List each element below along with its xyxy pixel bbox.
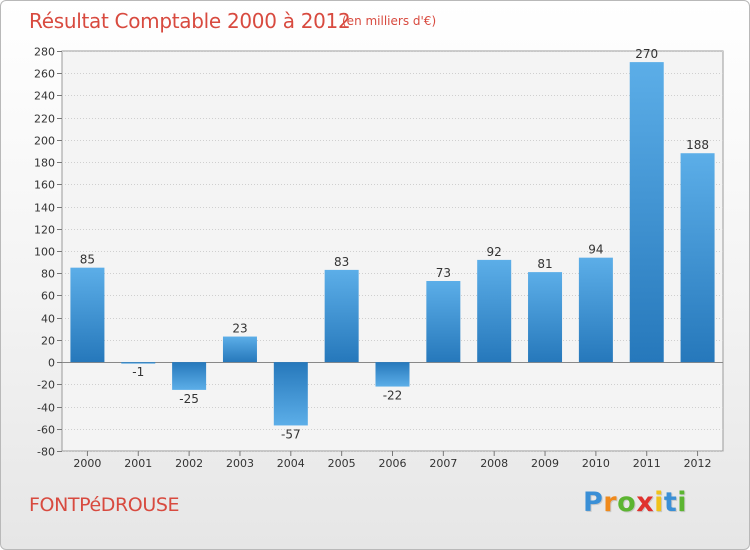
x-tick-label: 2007 — [429, 457, 457, 470]
x-tick-label: 2012 — [684, 457, 712, 470]
x-tick-label: 2009 — [531, 457, 559, 470]
y-tick-label: 260 — [34, 68, 55, 81]
y-tick-label: 180 — [34, 157, 55, 170]
data-label: 92 — [487, 245, 502, 259]
y-tick-label: 200 — [34, 135, 55, 148]
bar — [375, 362, 410, 387]
y-tick-label: 80 — [41, 268, 55, 281]
y-tick-label: -60 — [37, 424, 55, 437]
data-label: -57 — [281, 427, 301, 441]
x-tick-label: 2008 — [480, 457, 508, 470]
data-label: 73 — [436, 266, 451, 280]
data-label: -22 — [383, 389, 403, 403]
data-label: -25 — [179, 392, 199, 406]
bar — [578, 257, 613, 363]
data-label: 81 — [537, 257, 552, 271]
logo-letter: r — [603, 487, 618, 518]
y-tick-label: -80 — [37, 446, 55, 459]
data-label: 188 — [686, 138, 709, 152]
y-tick-label: 280 — [34, 46, 55, 59]
y-tick-label: 160 — [34, 179, 55, 192]
data-label: 94 — [588, 243, 603, 257]
bar — [324, 269, 359, 363]
x-tick-label: 2002 — [175, 457, 203, 470]
chart-subtitle: (en milliers d'€) — [342, 14, 437, 28]
y-tick-label: -40 — [37, 402, 55, 415]
y-tick-label: 60 — [41, 290, 55, 303]
y-tick-label: 40 — [41, 313, 55, 326]
y-tick-label: 0 — [48, 357, 55, 370]
bar — [680, 153, 715, 363]
x-tick-label: 2011 — [633, 457, 661, 470]
data-label: 83 — [334, 255, 349, 269]
y-tick-label: 20 — [41, 335, 55, 348]
data-label: 85 — [80, 253, 95, 267]
chart-title: Résultat Comptable 2000 à 2012 — [29, 9, 351, 33]
bar — [222, 336, 257, 363]
bar — [528, 272, 563, 363]
y-tick-label: 120 — [34, 224, 55, 237]
y-tick-label: 100 — [34, 246, 55, 259]
x-tick-label: 2004 — [277, 457, 305, 470]
bar — [273, 362, 308, 426]
data-label: 23 — [232, 322, 247, 336]
x-tick-label: 2001 — [124, 457, 152, 470]
y-tick-label: -20 — [37, 379, 55, 392]
bar — [477, 259, 512, 363]
y-tick-label: 240 — [34, 90, 55, 103]
bar — [121, 362, 156, 364]
x-tick-label: 2000 — [73, 457, 101, 470]
proxiti-logo: Proxiti — [583, 487, 687, 518]
data-label: 270 — [635, 47, 658, 61]
logo-letter: i — [677, 487, 688, 518]
bar — [70, 267, 105, 363]
logo-letter: o — [617, 487, 637, 518]
x-tick-label: 2003 — [226, 457, 254, 470]
location-name: FONTPéDROUSE — [29, 494, 180, 516]
data-label: -1 — [132, 365, 144, 379]
y-tick-label: 220 — [34, 113, 55, 126]
logo-letter: P — [583, 487, 604, 518]
bar — [426, 281, 461, 363]
x-tick-label: 2010 — [582, 457, 610, 470]
bar — [629, 62, 664, 363]
bar — [172, 362, 207, 390]
logo-letter: i — [654, 487, 664, 518]
x-tick-label: 2005 — [328, 457, 356, 470]
y-tick-label: 140 — [34, 202, 55, 215]
logo-letter: x — [636, 487, 655, 518]
x-tick-label: 2006 — [379, 457, 407, 470]
logo-letter: t — [663, 487, 678, 518]
